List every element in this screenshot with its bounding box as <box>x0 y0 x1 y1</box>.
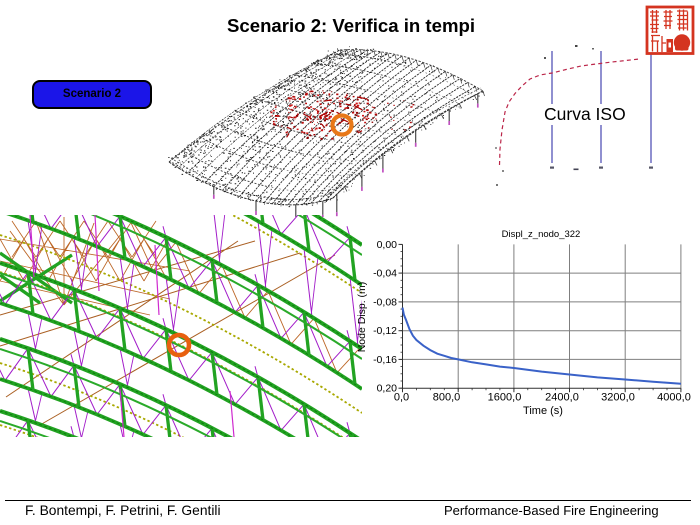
svg-text:1600,0: 1600,0 <box>488 392 522 404</box>
svg-text:Time (s): Time (s) <box>523 405 563 417</box>
svg-text:-0,08: -0,08 <box>373 296 397 308</box>
svg-text:-0,04: -0,04 <box>373 268 397 280</box>
svg-text:-0,12: -0,12 <box>373 325 397 337</box>
svg-text:0,0: 0,0 <box>394 392 409 404</box>
svg-text:-0,16: -0,16 <box>373 354 397 366</box>
svg-text:800,0: 800,0 <box>433 392 461 404</box>
svg-text:3200,0: 3200,0 <box>601 392 635 404</box>
svg-text:0,00: 0,00 <box>377 239 398 251</box>
svg-text:Node Disp. (m): Node Disp. (m) <box>356 282 368 353</box>
svg-text:4000,0: 4000,0 <box>657 392 691 404</box>
svg-text:2400,0: 2400,0 <box>545 392 579 404</box>
svg-text:Displ_z_nodo_322: Displ_z_nodo_322 <box>502 229 581 240</box>
svg-text:0,20: 0,20 <box>377 383 398 395</box>
